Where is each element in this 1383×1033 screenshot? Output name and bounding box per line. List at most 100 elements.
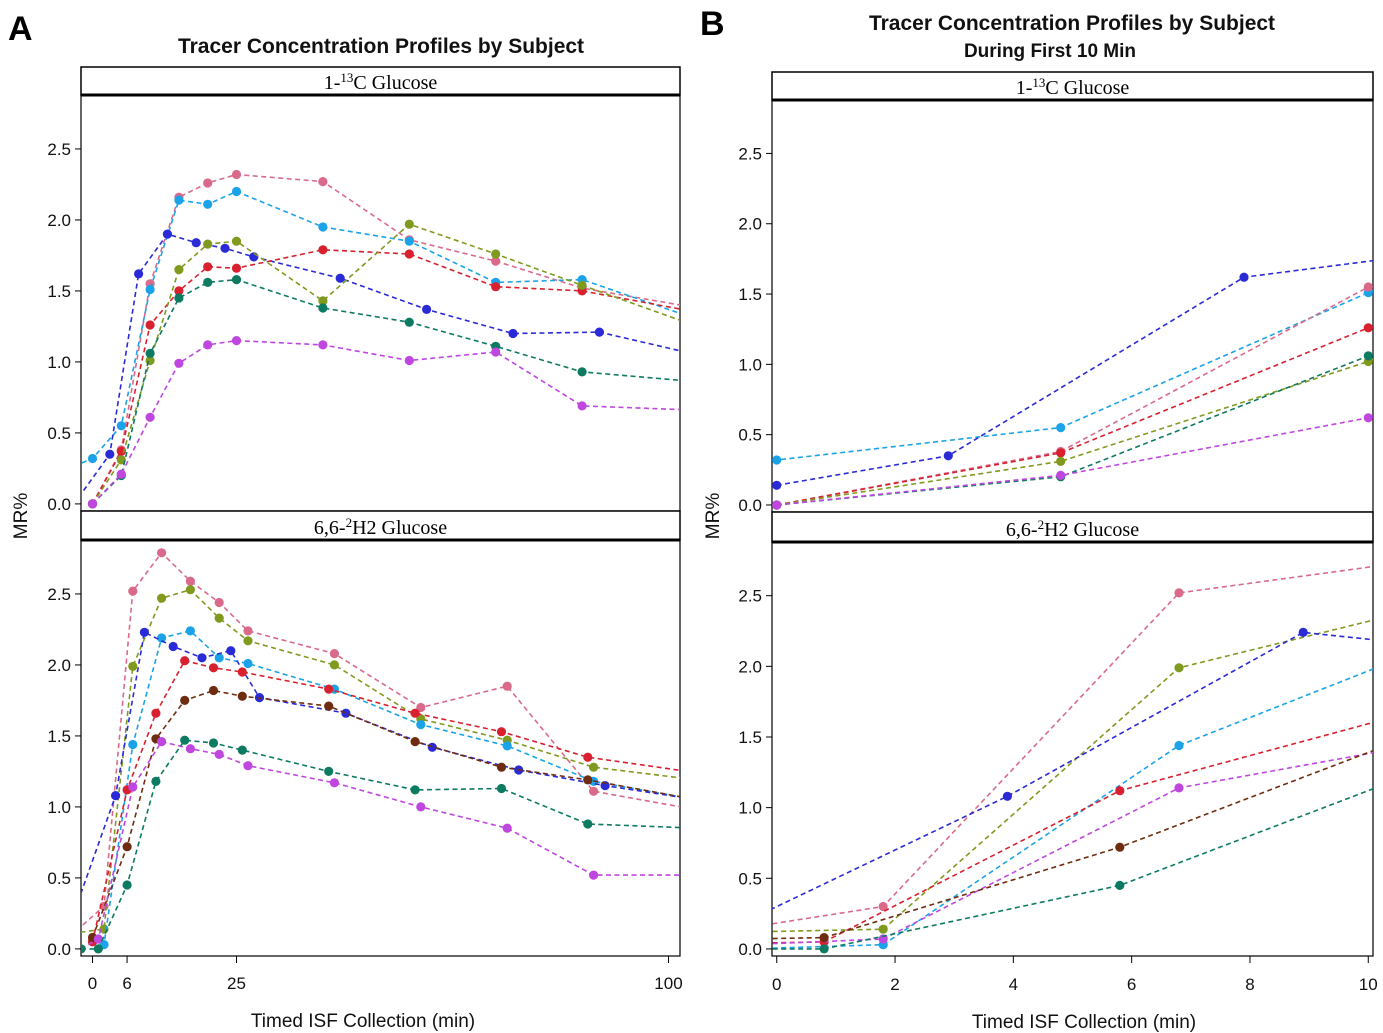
panel-b-facet-2-series-blue-point xyxy=(1002,791,1013,801)
panel-b-facet-1-series-olive-point xyxy=(1056,456,1066,466)
panel-a-facet-2-series-blue-point xyxy=(427,742,437,752)
panel-b-y-axis-label: MR% xyxy=(703,493,724,540)
panel-b-facet-2-series-pink-point xyxy=(1174,588,1184,598)
panel-a-facet-1-series-skyblue-point xyxy=(30,478,39,487)
panel-a-facet-2-series-skyblue-point xyxy=(693,795,702,804)
panel-b-facet-2-series-violet-point xyxy=(878,934,888,944)
panel-a-facet-1-series-skyblue-point xyxy=(231,186,242,197)
panel-b-facet-1-series-red-line xyxy=(776,326,1373,506)
panel-b-facet-1-y-tick-label: 1.0 xyxy=(738,355,762,374)
panel-a-facet-1-series-skyblue-point xyxy=(693,315,702,324)
panel-a-facet-2-series-brown-point xyxy=(180,695,190,706)
panel-a-facet-2-series-pink-point xyxy=(693,805,702,814)
panel-a-facet-2-series-pink-point xyxy=(329,649,339,659)
panel-a-facet-1-series-pink-point xyxy=(491,256,501,266)
panel-a-facet-2-series-skyblue-point xyxy=(214,653,224,663)
panel-a-facet-2-series-teal-point xyxy=(151,776,161,787)
panel-b-facet-2-series-blue-point xyxy=(1298,627,1308,638)
panel-a-title: Tracer Concentration Profiles by Subject xyxy=(178,35,584,58)
panel-b-facet-2-series-blue-line xyxy=(772,631,1373,910)
panel-b-facet-1-series-violet-line xyxy=(776,415,1373,506)
panel-a-facet-1-series-pink-point xyxy=(231,169,242,180)
panel-a-facet-1-series-teal-point xyxy=(174,293,184,303)
panel-a-facet-1-series-olive-point xyxy=(318,296,328,306)
panel-a-facet-1-y-tick-label: 1.0 xyxy=(47,353,71,372)
panel-a-facet-1-series-olive-point xyxy=(404,219,414,229)
panel-letter-b: B xyxy=(700,5,725,43)
panel-b-facet-1-series-skyblue-line xyxy=(772,289,1373,462)
panel-a-facet-1-series-pink-point xyxy=(693,303,702,312)
panel-b-facet-2-series-violet-line xyxy=(772,751,1373,945)
panel-a-facet-2-series-pink-point xyxy=(502,681,512,691)
panel-a-facet-2-series-olive-line xyxy=(81,588,680,934)
panel-a-facet-2-series-pink-point xyxy=(128,586,138,596)
panel-a-facet-1-series-violet-point xyxy=(404,355,414,366)
panel-b-facet-2-series-skyblue-point xyxy=(1174,740,1184,751)
panel-b-facet-2-series-group xyxy=(772,565,1373,954)
panel-a-facet-1-series-teal-point xyxy=(231,275,242,285)
panel-a-facet-1-series-teal-point xyxy=(203,277,213,287)
panel-a-facet-2-series-teal-point xyxy=(324,766,334,777)
panel-b-facet-1-strip-label: 1-13C Glucose xyxy=(1016,75,1130,100)
panel-a-facet-2-series-violet-point xyxy=(157,737,167,747)
panel-a-facet-2-series-skyblue-point xyxy=(157,633,167,643)
panel-a-facet-1-series-blue-point xyxy=(422,304,432,314)
panel-a-facet-2-series-brown-point xyxy=(693,795,702,804)
panel-a-facet-2-series-brown-point xyxy=(122,842,132,852)
panel-b-facet-1-series-violet-point xyxy=(1056,470,1066,480)
panel-b-facet-1-series-red-point xyxy=(1363,323,1373,333)
panel-a-facet-1-series-violet-point xyxy=(693,406,702,415)
panel-b-x-tick-label: 6 xyxy=(1127,975,1136,994)
panel-a-facet-1-series-teal-point xyxy=(318,303,328,313)
panel-a-facet-2-y-tick-label: 0.5 xyxy=(47,869,71,888)
panel-a-facet-2-series-teal-point xyxy=(693,824,702,833)
panel-b-x-tick-label: 8 xyxy=(1245,975,1254,994)
panel-a-facet-2-series-blue-point xyxy=(139,627,149,637)
panel-a-y-axis-label: MR% xyxy=(11,493,32,540)
panel-a-facet-1-series-blue-point xyxy=(59,514,68,523)
panel-a-facet-2-series-pink-point xyxy=(185,576,195,586)
panel-a-facet-2-series-blue-point xyxy=(168,641,178,652)
panel-a-facet-2-series-violet-point xyxy=(214,749,224,760)
panel-a-x-tick-label: 6 xyxy=(122,974,131,993)
panel-a-facet-2-series-violet-point xyxy=(93,934,103,944)
panel-a-facet-1-series-blue-point xyxy=(134,269,144,279)
panel-b-facet-2-strip xyxy=(771,511,1374,543)
panel-b-facet-1-series-teal-line xyxy=(776,353,1373,506)
panel-a-facet-2-series-blue-line xyxy=(81,631,680,896)
panel-a-facet-1-y-tick-label: 0.5 xyxy=(47,424,71,443)
panel-b-facet-1-series-violet-point xyxy=(1363,413,1373,423)
panel-a-facet-1-series-violet-point xyxy=(174,358,184,368)
panel-a-facet-2-series-pink-point xyxy=(214,597,224,608)
panel-b-facet-2-series-olive-point xyxy=(1174,663,1184,673)
panel-b-facet-1-series-pink-point xyxy=(1363,282,1373,292)
panel-a-facet-1-series-pink-line xyxy=(91,173,680,505)
panel-a-facet-2-series-blue-point xyxy=(226,646,236,656)
panel-a-facet-2-series-brown-point xyxy=(410,737,420,747)
panel-a-facet-1-series-olive-point xyxy=(203,239,213,249)
panel-a-facet-2-series-brown-line xyxy=(91,689,680,938)
panel-a-facet-2-series-teal-point xyxy=(237,745,247,755)
panel-b-facet-2-strip-label: 6,6-2H2 Glucose xyxy=(1006,517,1139,542)
panel-b-facet-2-y-tick-label: 2.5 xyxy=(738,587,762,606)
panel-a-facet-2-series-olive-point xyxy=(589,762,599,772)
panel-a-facet-2-series-skyblue-point xyxy=(416,720,426,730)
panel-a-facet-2-series-brown-point xyxy=(324,701,334,711)
panel-b-facet-2-series-pink-line xyxy=(772,565,1373,925)
panel-a-facet-1-series-violet-point xyxy=(577,401,587,411)
panel-a-facet-1-series-blue-point xyxy=(508,328,518,339)
panel-a-x-tick-label: 100 xyxy=(654,974,682,993)
panel-a-facet-2-series-violet-point xyxy=(243,761,253,771)
panel-b-facet-1-y-tick-label: 0.5 xyxy=(738,426,762,445)
panel-b-facet-1-y-tick-label: 2.5 xyxy=(738,144,762,163)
panel-a-facet-2-strip xyxy=(80,510,681,541)
panel-a-facet-2-series-blue-point xyxy=(197,653,207,663)
panel-a-x-tick-label: 0 xyxy=(88,974,97,993)
panel-a-facet-1-series-skyblue-point xyxy=(203,199,213,209)
panel-b-facet-2-y-tick-label: 1.0 xyxy=(738,799,762,818)
panel-b-subtitle: During First 10 Min xyxy=(964,41,1136,62)
panel-a-facet-2-series-skyblue-point xyxy=(243,658,253,669)
panel-a-facet-1-series-olive-point xyxy=(174,265,184,275)
panel-a-facet-1-series-blue-point xyxy=(191,238,201,248)
